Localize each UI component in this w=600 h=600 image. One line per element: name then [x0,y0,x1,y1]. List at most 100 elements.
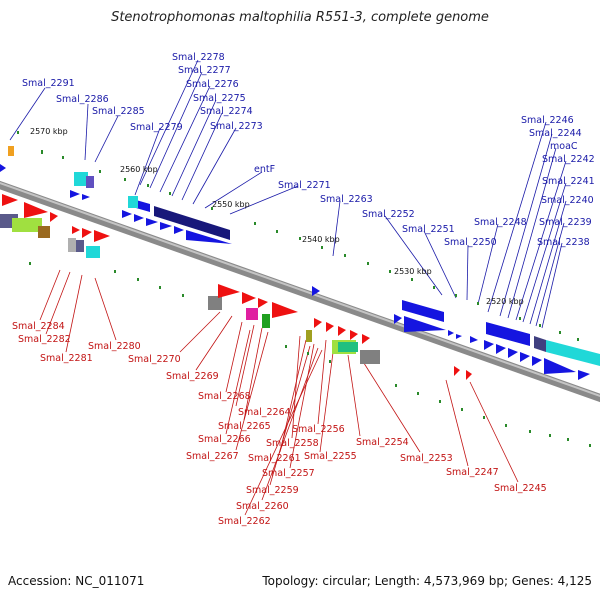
feature-block [12,218,42,232]
gene-label: entF [254,164,275,175]
gene-label: Smal_2238 [537,237,590,248]
gene-label: Smal_2279 [130,122,183,133]
gene-arrow [50,212,58,222]
gene-label: Smal_2259 [246,485,299,496]
map-title: Stenotrophomonas maltophilia R551-3, com… [111,10,489,25]
gene-label: Smal_2274 [200,106,253,117]
gene-arrow [72,226,80,234]
gene-label: Smal_2253 [400,453,453,464]
gene-label: Smal_2286 [56,94,109,105]
gene-arrow [402,300,444,322]
gene-arrow [486,322,530,346]
gene-arrow [534,336,546,352]
gene-label: Smal_2268 [198,391,251,402]
scale-label: 2570 kbp [30,127,68,136]
gene-arrow [272,302,298,318]
gene-arrow [82,228,92,238]
gene-arrow [470,336,478,343]
gene-label: Smal_2262 [218,516,271,527]
gene-label: Smal_2278 [172,52,225,63]
gene-arrow [546,340,600,366]
feature-block [262,314,270,328]
scale-label: 2540 kbp [302,235,340,244]
feature-block [76,240,84,252]
reverse-genes [2,194,472,380]
gene-label: Smal_2240 [541,195,594,206]
gene-label: Smal_2261 [248,453,301,464]
gene-label: Smal_2254 [356,437,409,448]
gene-label: Smal_2281 [40,353,93,364]
gene-arrow [186,230,232,244]
gene-label: Smal_2252 [362,209,415,220]
gene-label: Smal_2246 [521,115,574,126]
scale-label: 2530 kbp [394,267,432,276]
gene-label: Smal_2257 [262,468,315,479]
feature-block [360,350,380,364]
gene-label: Smal_2242 [542,154,595,165]
feature-block [86,246,100,258]
gene-label: Smal_2280 [88,341,141,352]
gene-arrow [456,334,462,339]
gene-arrow [394,314,402,324]
gene-arrow [70,190,80,198]
forward-genes-upper [136,200,600,366]
gene-arrow [0,164,6,172]
gene-arrow [2,194,18,206]
gene-label: Smal_2256 [292,424,345,435]
feature-block [8,146,14,156]
gene-arrow [94,230,110,242]
gene-arrow [508,348,518,358]
gene-arrow [154,206,230,240]
gene-label: Smal_2291 [22,78,75,89]
gene-label: Smal_2244 [529,128,582,139]
feature-blocks [0,146,380,364]
gene-arrow [134,214,144,222]
top-leaders [9,59,567,329]
gene-label: Smal_2239 [539,217,592,228]
gene-arrow [82,194,90,200]
gene-arrow [314,318,322,328]
gene-arrow [404,316,446,332]
genome-summary-text: Topology: circular; Length: 4,573,969 bp… [262,574,592,588]
gene-arrow [174,226,184,234]
gene-label: Smal_2250 [444,237,497,248]
feature-block [338,342,358,352]
gene-arrow [466,370,472,380]
gene-label: Smal_2284 [12,321,65,332]
gene-label: Smal_2266 [198,434,251,445]
gene-label: Smal_2258 [266,438,319,449]
gene-arrow [326,322,334,332]
gene-label: Smal_2251 [402,224,455,235]
bottom-leaders [39,269,519,516]
gene-arrow [532,356,542,366]
gene-arrow [24,202,48,218]
gene-label: Smal_2285 [92,106,145,117]
gene-label: Smal_2247 [446,467,499,478]
gene-arrow [484,340,494,350]
gene-label: Smal_2264 [238,407,291,418]
feature-block [306,330,312,342]
gene-label: Smal_2245 [494,483,547,494]
scale-label: 2560 kbp [120,165,158,174]
gene-arrow [218,284,240,298]
genome-backbone [0,180,600,403]
gene-arrow [454,366,460,376]
gene-arrow [242,292,256,304]
gene-arrow [578,370,590,380]
gene-label: Smal_2270 [128,354,181,365]
gene-label: Smal_2260 [236,501,289,512]
feature-block [208,296,222,310]
gene-label: Smal_2248 [474,217,527,228]
gene-arrow [448,330,454,336]
gene-arrow [362,334,370,344]
gene-label: Smal_2273 [210,121,263,132]
gene-label: Smal_2271 [278,180,331,191]
gene-label: Smal_2277 [178,65,231,76]
top-gene-labels: Smal_2291 Smal_2286 Smal_2285 Smal_2278 … [22,52,595,248]
bottom-gene-labels: Smal_2284 Smal_2282 Smal_2281 Smal_2280 … [12,321,547,527]
gene-label: moaC [550,141,578,152]
gene-arrow [350,330,358,340]
gene-arrow [312,286,320,296]
